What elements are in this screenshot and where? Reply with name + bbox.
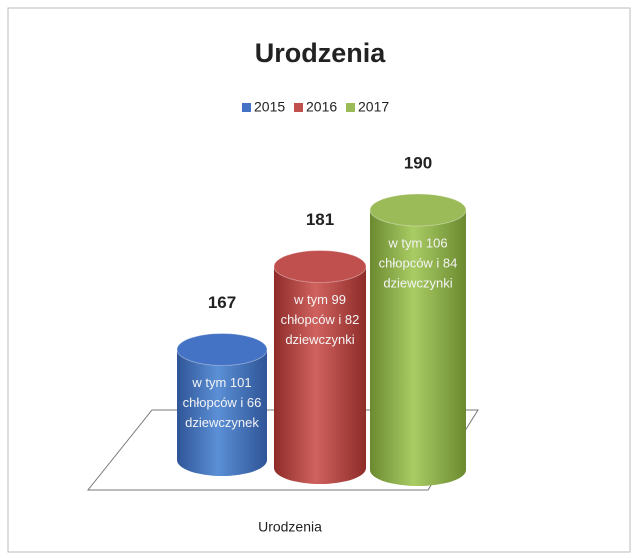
value-label: 190: [404, 153, 432, 172]
bar: [177, 349, 267, 476]
annotation: chłopców i 82: [281, 312, 360, 327]
bar-top: [176, 333, 268, 366]
chart-title: Urodzenia: [255, 38, 387, 68]
annotation: w tym 101: [191, 375, 251, 390]
annotation: w tym 99: [293, 292, 346, 307]
x-tick-label: Urodzenia: [258, 519, 322, 535]
bar-top: [273, 250, 367, 283]
annotation: dziewczynki: [383, 275, 452, 290]
value-label: 181: [306, 210, 334, 229]
bar-top: [369, 193, 467, 227]
bar: [274, 266, 366, 484]
legend-swatch: [294, 103, 303, 112]
legend-label: 2015: [254, 99, 285, 115]
legend-label: 2016: [306, 99, 337, 115]
annotation: chłopców i 84: [379, 255, 458, 270]
legend-swatch: [242, 103, 251, 112]
legend-label: 2017: [358, 99, 389, 115]
annotation: chłopców i 66: [183, 395, 262, 410]
value-label: 167: [208, 293, 236, 312]
annotation: dziewczynek: [185, 415, 259, 430]
annotation: w tym 106: [387, 235, 447, 250]
legend-swatch: [346, 103, 355, 112]
bar: [370, 210, 466, 486]
annotation: dziewczynki: [285, 332, 354, 347]
